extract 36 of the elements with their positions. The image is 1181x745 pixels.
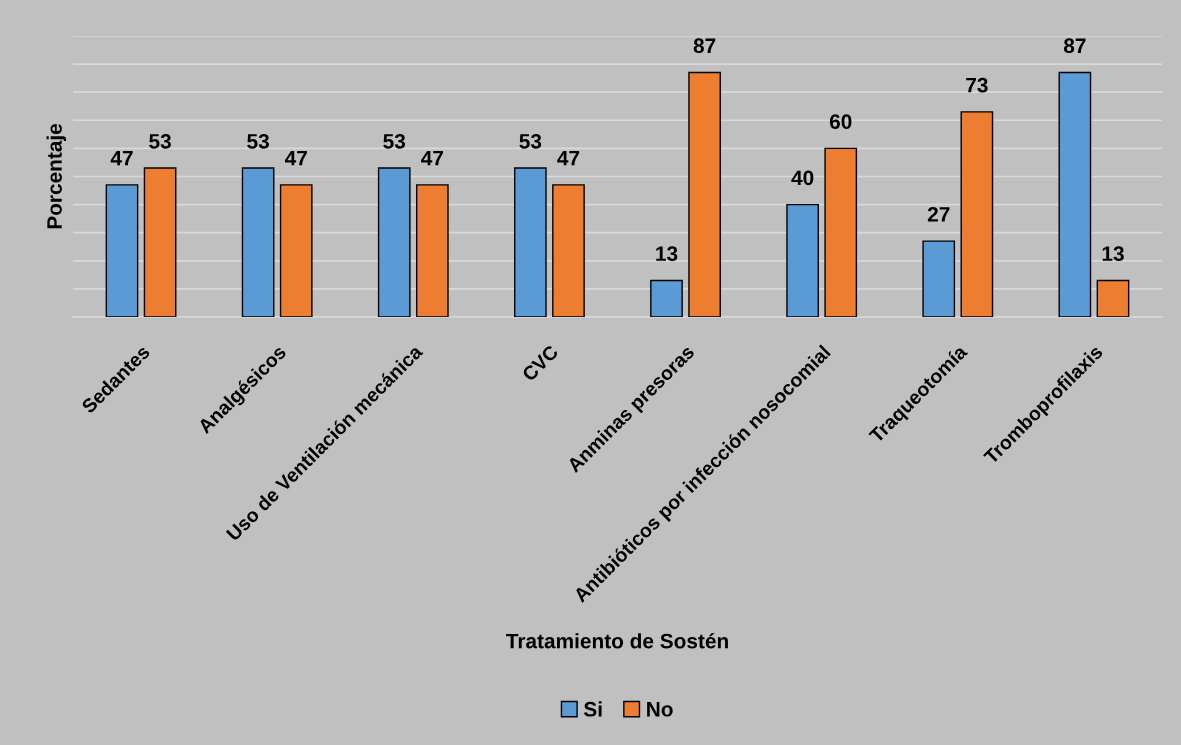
data-label: 53 (519, 133, 542, 149)
bar (279, 184, 313, 317)
data-label: 47 (110, 150, 133, 166)
data-label: 47 (421, 150, 444, 166)
data-label: 87 (693, 38, 716, 54)
data-label: 73 (966, 77, 988, 93)
data-label: 13 (656, 246, 678, 262)
x-axis-title: Tratamiento de Sostén (506, 632, 728, 649)
data-label: 40 (791, 170, 814, 186)
bar (650, 279, 683, 317)
bar (824, 147, 858, 317)
y-axis-title: Porcentaje (46, 123, 67, 229)
data-label: 47 (284, 150, 307, 166)
data-label: 53 (247, 133, 269, 149)
bar (241, 167, 275, 317)
data-label: 13 (1102, 246, 1124, 262)
bar (960, 111, 994, 317)
bar (552, 184, 585, 317)
bar (922, 240, 956, 317)
bar (377, 167, 411, 317)
data-label: 27 (927, 206, 950, 222)
bar (416, 184, 449, 317)
legend-label: No (647, 702, 673, 717)
data-label: 53 (149, 133, 171, 149)
bar (105, 184, 139, 317)
bar (1096, 279, 1130, 317)
bar (514, 167, 547, 317)
bar (143, 167, 177, 317)
data-label: 47 (557, 150, 580, 166)
bar (1058, 71, 1092, 317)
bar (688, 71, 721, 317)
data-label: 60 (829, 114, 852, 129)
bar (786, 203, 819, 317)
data-label: 87 (1063, 38, 1086, 54)
data-label: 53 (383, 133, 406, 149)
legend-label: Si (583, 701, 602, 717)
